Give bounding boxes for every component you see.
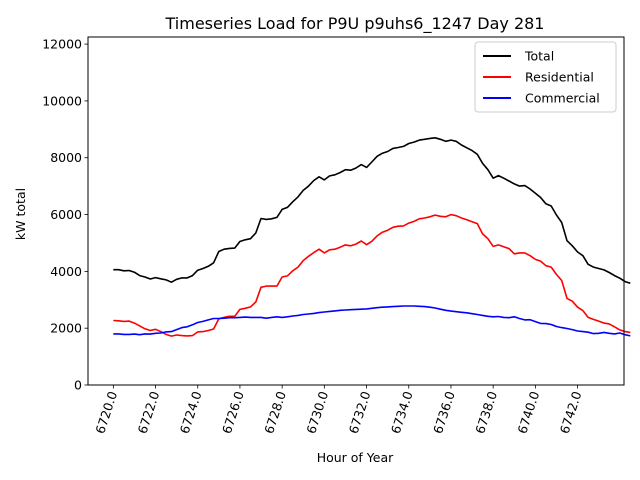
legend-label-commercial: Commercial: [525, 91, 600, 106]
y-tick-label: 8000: [50, 150, 82, 165]
y-tick-label: 10000: [42, 93, 82, 108]
legend: Total Residential Commercial: [474, 41, 617, 113]
x-tick-label: 6726.0: [219, 389, 247, 435]
x-tick-label: 6728.0: [261, 389, 289, 435]
x-tick-label: 6734.0: [388, 389, 416, 435]
series-line-commercial: [113, 305, 631, 337]
series-line-total: [113, 137, 631, 285]
y-tick-label: 6000: [50, 207, 82, 222]
series-line-residential: [113, 213, 631, 337]
x-tick-label: 6720.0: [92, 389, 120, 435]
legend-label-total: Total: [524, 49, 554, 64]
x-axis-label: Hour of Year: [317, 450, 394, 465]
x-tick-label: 6732.0: [346, 389, 374, 435]
y-tick-label: 2000: [50, 321, 82, 336]
chart-title: Timeseries Load for P9U p9uhs6_1247 Day …: [165, 14, 545, 34]
y-tick-label: 4000: [50, 264, 82, 279]
legend-box: [474, 41, 617, 113]
y-axis-label: kW total: [13, 188, 28, 240]
x-tick-label: 6724.0: [177, 389, 205, 435]
y-tick-label: 0: [74, 378, 82, 393]
x-tick-label: 6722.0: [135, 389, 163, 435]
y-tick-label: 12000: [42, 37, 82, 52]
x-tick-label: 6736.0: [430, 389, 458, 435]
axes-frame: [87, 36, 625, 386]
x-tick-label: 6742.0: [557, 389, 585, 435]
x-tick-label: 6740.0: [514, 389, 542, 435]
x-tick-label: 6730.0: [303, 389, 331, 435]
legend-label-residential: Residential: [525, 70, 594, 85]
x-tick-label: 6738.0: [472, 389, 500, 435]
